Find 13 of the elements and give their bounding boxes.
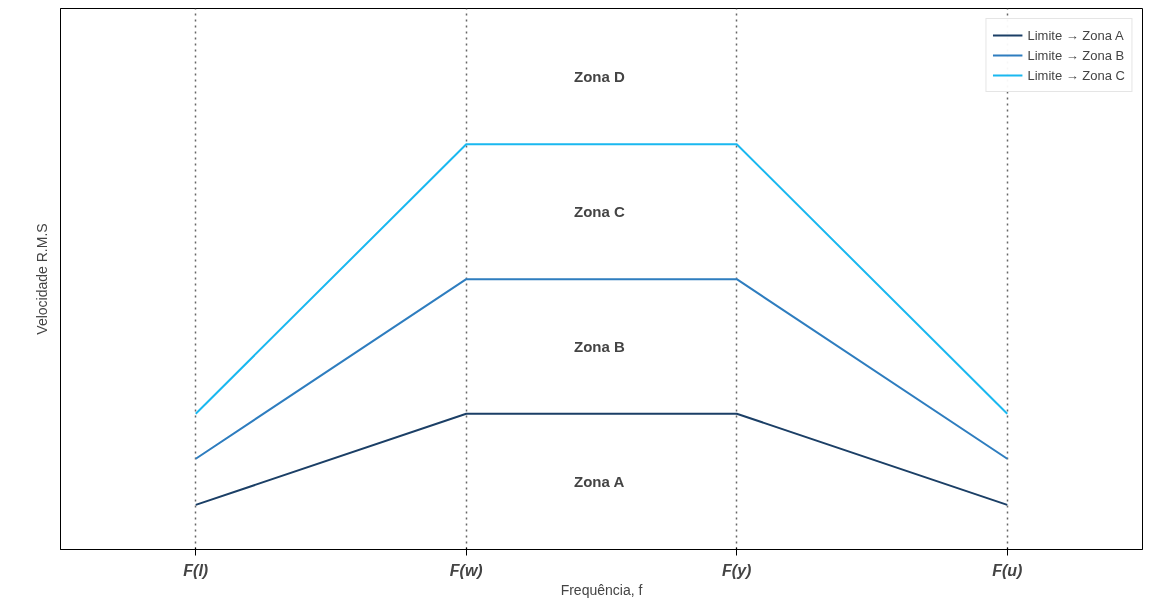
y-axis-title: Velocidade R.M.S <box>33 223 50 335</box>
x-tick-label: F(u) <box>992 561 1023 579</box>
x-tick-label: F(l) <box>183 561 209 579</box>
legend-label: Limite → Zona A <box>1027 27 1124 43</box>
annotation: Zona C <box>574 203 625 221</box>
x-tick-label: F(y) <box>722 561 752 579</box>
x-tick-label: F(w) <box>449 561 483 579</box>
annotation: Zona A <box>574 473 625 491</box>
annotation: Zona B <box>574 337 625 355</box>
legend-label: Limite → Zona B <box>1027 47 1125 63</box>
legend-label: Limite → Zona C <box>1027 67 1125 83</box>
text: Zona D <box>574 67 625 85</box>
x-axis-title: Frequência, f <box>560 581 643 598</box>
